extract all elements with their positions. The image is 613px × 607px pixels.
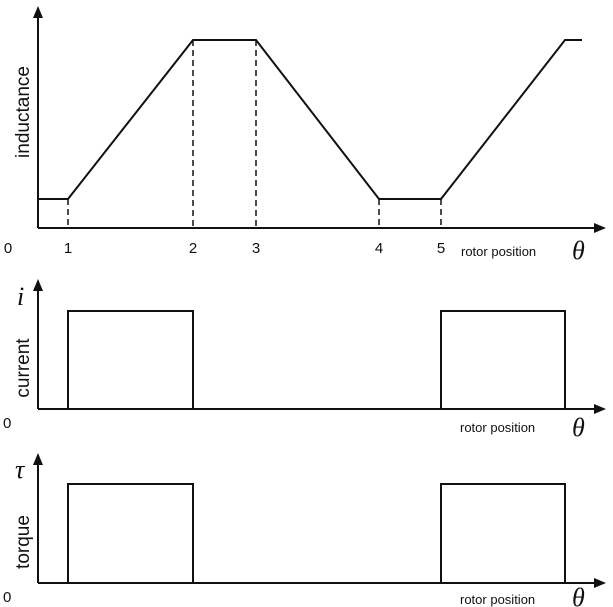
current-pulses	[38, 310, 566, 410]
inductance-x-tick-1: 1	[64, 240, 72, 257]
torque-x-symbol: θ	[572, 583, 585, 607]
current-x-symbol: θ	[572, 413, 585, 442]
torque-pulses	[38, 483, 566, 584]
current-panel: i current 0 rotor position θ	[3, 279, 606, 442]
torque-y-label: torque	[13, 515, 34, 569]
inductance-dashed-guides	[67, 40, 442, 228]
inductance-panel: 0 1 2 3 4 5 inductance rotor position θ	[4, 6, 606, 265]
torque-panel: τ torque 0 rotor position θ	[3, 453, 606, 607]
current-y-symbol: i	[17, 282, 24, 311]
torque-y-symbol: τ	[15, 455, 26, 484]
inductance-x-tick-5: 5	[437, 240, 445, 257]
inductance-y-label: inductance	[13, 66, 34, 158]
inductance-x-tick-4: 4	[375, 240, 383, 257]
current-y-label: current	[13, 338, 34, 398]
inductance-curve	[38, 39, 582, 200]
inductance-x-symbol: θ	[572, 236, 585, 265]
current-x-tick-0: 0	[3, 415, 11, 432]
current-x-label: rotor position	[460, 420, 535, 435]
inductance-x-tick-0: 0	[4, 240, 12, 257]
inductance-x-label: rotor position	[461, 244, 536, 259]
inductance-x-tick-3: 3	[252, 240, 260, 257]
inductance-x-tick-2: 2	[189, 240, 197, 257]
torque-x-tick-0: 0	[3, 589, 11, 606]
torque-x-label: rotor position	[460, 592, 535, 607]
inductance-x-tick-labels: 0 1 2 3 4 5	[4, 240, 445, 257]
